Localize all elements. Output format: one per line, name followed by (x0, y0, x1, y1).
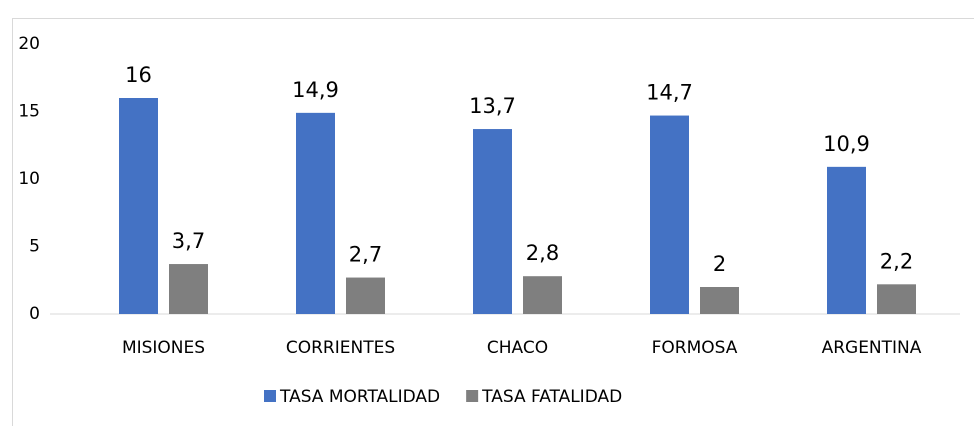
y-tick-label: 5 (29, 237, 40, 257)
legend-label: TASA FATALIDAD (481, 387, 622, 407)
chart-border (12, 18, 974, 426)
x-tick-label: MISIONES (122, 338, 205, 358)
bar (119, 98, 158, 314)
value-label: 3,7 (172, 229, 205, 253)
bar (169, 264, 208, 314)
value-label: 13,7 (469, 94, 516, 118)
y-tick-label: 0 (29, 304, 40, 324)
value-label: 2 (713, 252, 726, 276)
value-label: 14,9 (292, 78, 339, 102)
bar (827, 166, 866, 314)
bar (650, 115, 689, 314)
x-tick-label: FORMOSA (652, 338, 738, 358)
y-tick-label: 15 (18, 102, 40, 122)
legend-swatch (264, 390, 276, 402)
bar (700, 287, 739, 314)
bar (296, 112, 335, 314)
bar (877, 284, 916, 314)
bar (346, 277, 385, 314)
x-tick-label: CHACO (487, 338, 548, 358)
y-tick-label: 20 (18, 34, 40, 54)
value-label: 2,2 (880, 249, 913, 273)
value-label: 16 (125, 63, 152, 87)
x-tick-label: CORRIENTES (286, 338, 395, 358)
value-label: 2,8 (526, 241, 559, 265)
bar (523, 276, 562, 314)
value-label: 14,7 (646, 81, 693, 105)
x-tick-label: ARGENTINA (822, 338, 922, 358)
legend-label: TASA MORTALIDAD (279, 387, 440, 407)
legend-swatch (466, 390, 479, 402)
bar (473, 129, 512, 314)
value-label: 10,9 (823, 132, 870, 156)
value-label: 2,7 (349, 243, 382, 267)
y-tick-label: 10 (18, 169, 40, 189)
